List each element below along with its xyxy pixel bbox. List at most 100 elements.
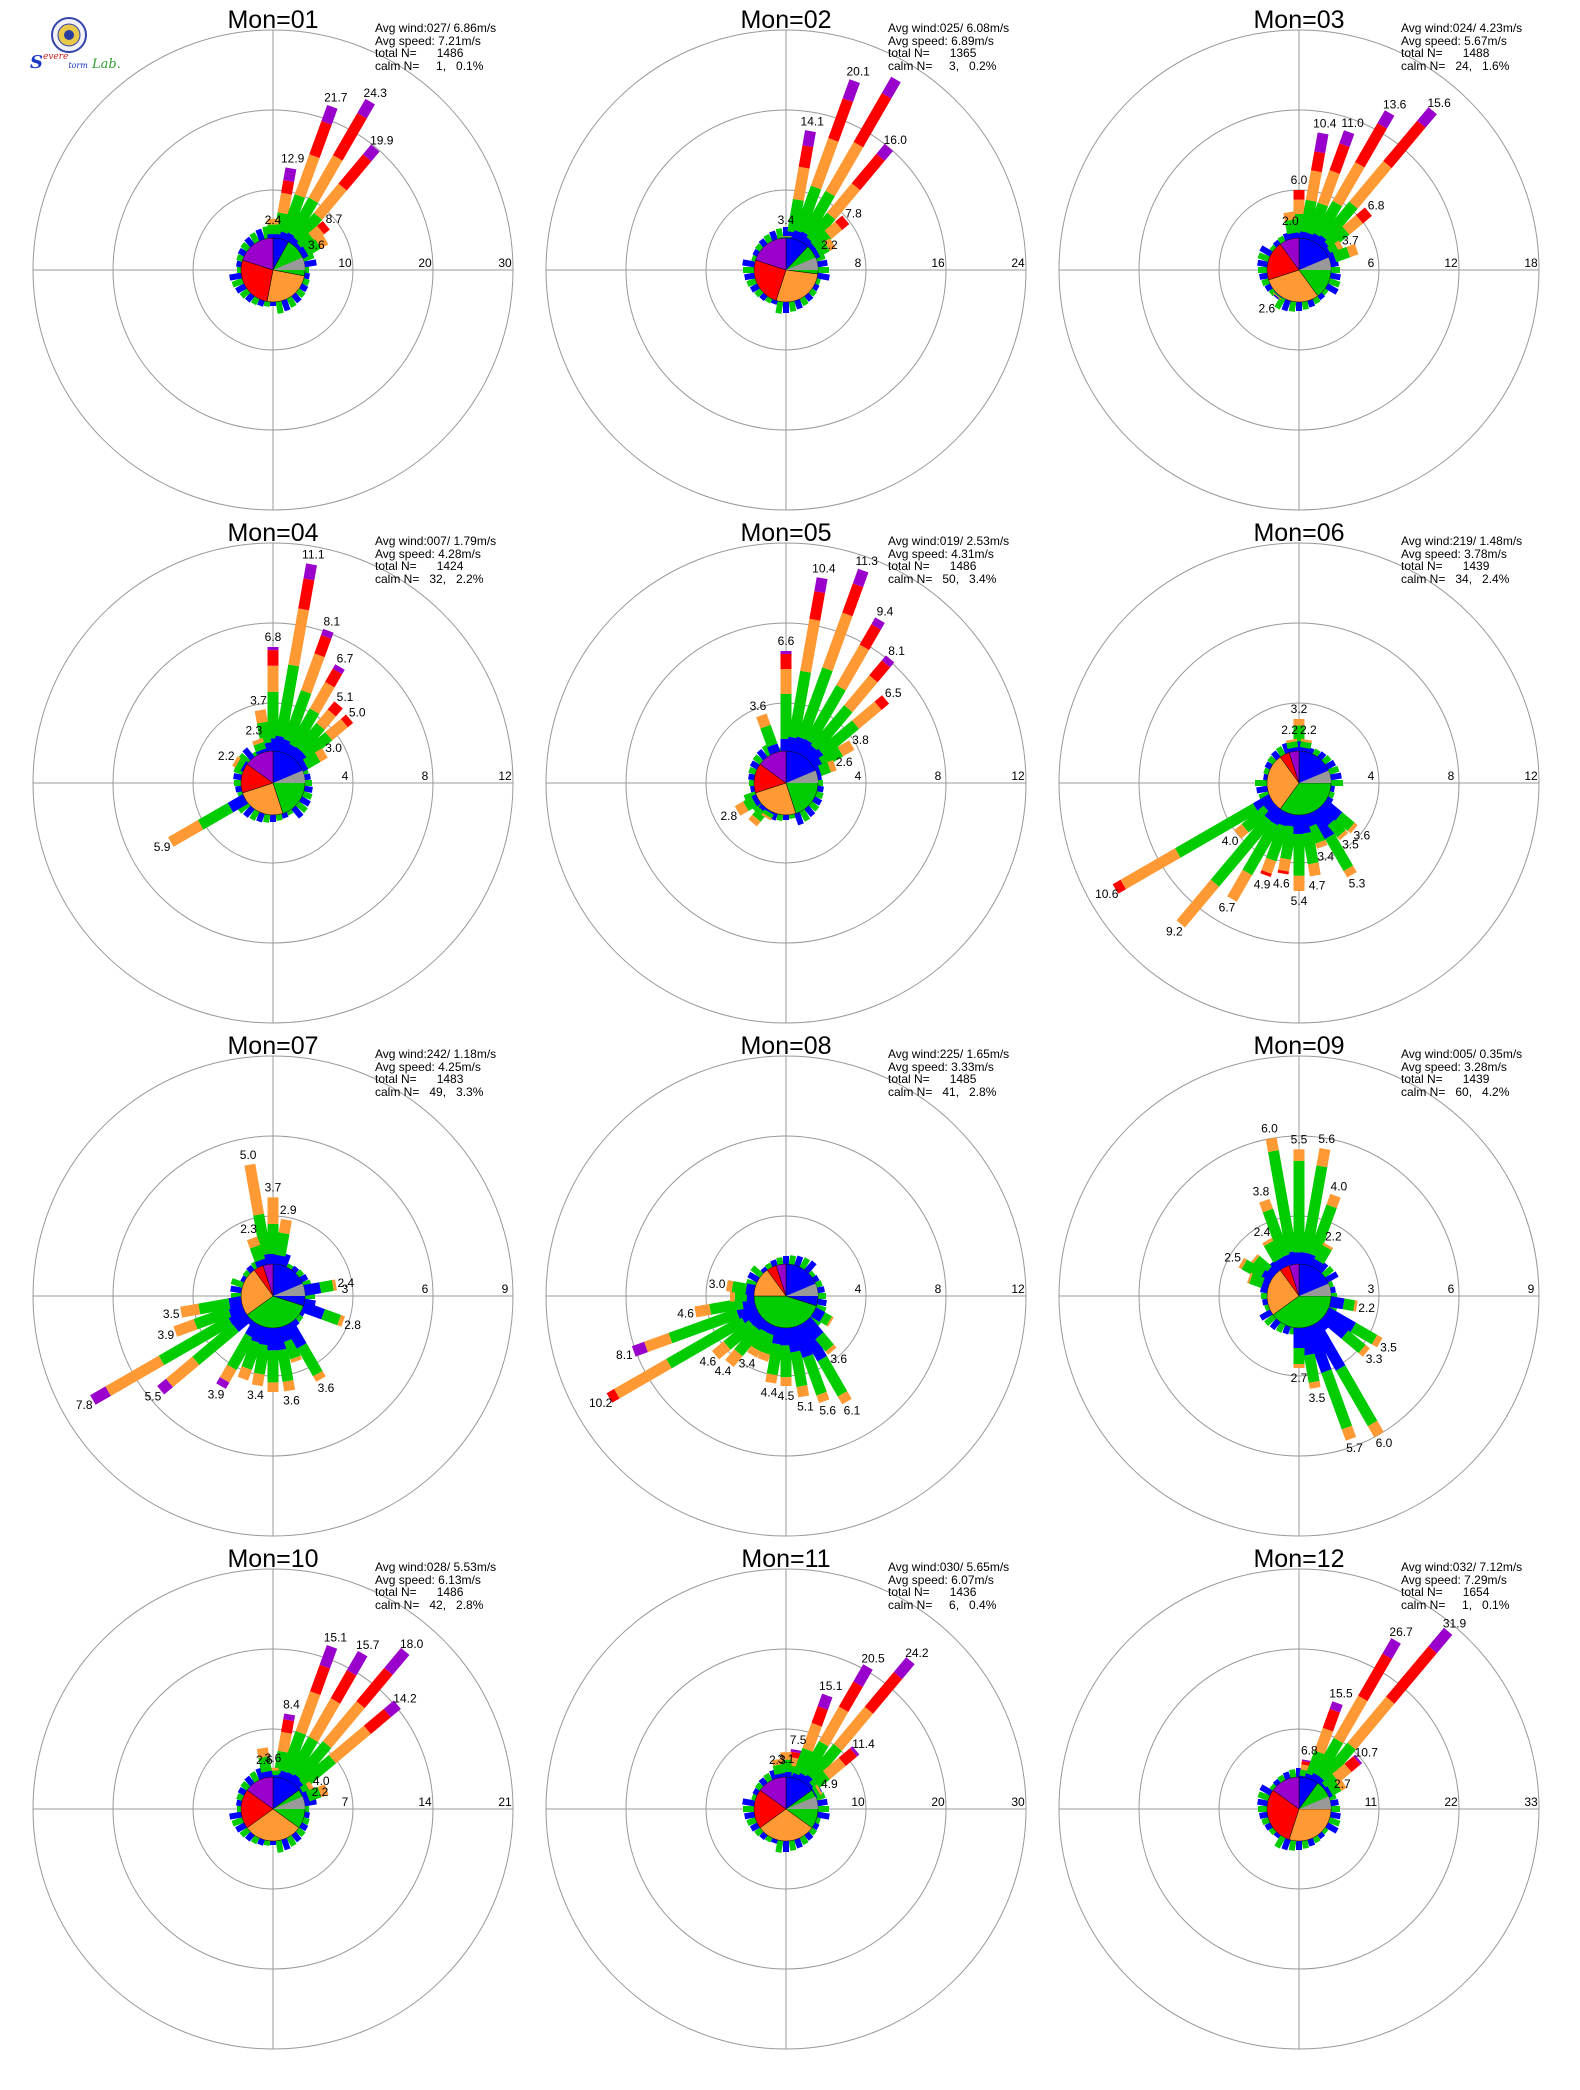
bar-value-label: 3.4: [739, 1357, 756, 1371]
direction-bar-segment: [1428, 1627, 1453, 1654]
minor-direction-bar: [286, 809, 294, 816]
direction-bar-segment: [802, 237, 815, 250]
direction-bar-segment: [1327, 251, 1337, 265]
pie-slice: [1288, 1263, 1300, 1297]
bar-value-label: 3.6: [750, 699, 767, 713]
wind-rose-panel: 10.2 8.1 4.6 3.0 4.6 4.4 3.4 4.4 4.5 5.1 5.6 6.1 3.6…: [526, 1032, 1046, 1554]
minor-direction-bar: [770, 1259, 778, 1267]
wind-rose-panel: 6.0 5.5 5.6 4.0 2.2 3.8 2.4 2.5 6.0 5.7 3.5 3.5 3.3 2…: [1039, 1032, 1559, 1554]
direction-bar-segment: [876, 143, 894, 161]
direction-bar-segment: [806, 1782, 817, 1793]
minor-direction-bar: [1272, 1778, 1281, 1787]
minor-direction-bar: [1269, 1318, 1281, 1331]
direction-bar-segment: [788, 670, 812, 739]
minor-direction-bar: [748, 773, 756, 781]
stat-avg-speed: Avg speed: 6.13m/s: [375, 1572, 481, 1587]
minor-direction-bar: [748, 766, 757, 775]
direction-bar-segment: [1337, 830, 1349, 841]
minor-direction-bar: [743, 791, 757, 801]
direction-bar-segment: [791, 230, 806, 242]
bar-value-label: 10.4: [1313, 117, 1337, 131]
direction-bar-segment: [794, 185, 822, 234]
minor-direction-bar: [776, 747, 784, 753]
direction-bar-segment: [1303, 1353, 1320, 1383]
minor-direction-bar: [750, 1265, 764, 1278]
ring-label: 20: [931, 1795, 945, 1809]
direction-bar-segment: [814, 765, 822, 778]
direction-bar-segment: [764, 807, 775, 815]
direction-bar-segment: [1265, 823, 1289, 862]
minor-direction-bar: [1257, 259, 1269, 268]
minor-direction-bar: [1288, 1839, 1297, 1851]
minor-direction-bar: [788, 813, 796, 819]
direction-bar-segment: [817, 762, 832, 776]
minor-direction-bar: [291, 1831, 302, 1843]
minor-direction-bar: [1259, 245, 1273, 257]
panel-title: Mon=04: [227, 519, 319, 547]
bar-value-label: 2.0: [1282, 214, 1299, 228]
direction-bar-segment: [256, 721, 272, 745]
direction-bar-segment: [317, 221, 330, 235]
direction-bar-segment: [1315, 235, 1330, 250]
direction-bar-segment: [711, 1341, 731, 1360]
direction-bar-segment: [165, 1356, 200, 1388]
ring-label: 4: [342, 769, 349, 783]
direction-bar-segment: [1343, 865, 1357, 878]
direction-bar-segment: [289, 1774, 304, 1789]
direction-bar-segment: [301, 653, 325, 694]
direction-bar-segment: [1310, 233, 1324, 246]
stat-avg-speed: Avg speed: 7.29m/s: [1401, 1572, 1507, 1587]
direction-bar-segment: [1310, 1772, 1324, 1785]
direction-bar-segment: [791, 1324, 814, 1359]
direction-bar-segment: [1322, 1242, 1334, 1251]
minor-direction-bar: [235, 1822, 247, 1833]
direction-bar-segment: [198, 1298, 231, 1315]
bar-value-label: 2.9: [280, 1203, 297, 1217]
direction-bar-segment: [277, 1731, 292, 1753]
logo-word-torm: torm: [68, 61, 88, 70]
direction-bar-segment: [1383, 120, 1426, 169]
minor-direction-bar: [263, 300, 271, 307]
direction-bar-segment: [751, 794, 762, 807]
ring-label: 8: [935, 769, 942, 783]
bar-value-label: 10.2: [589, 1396, 613, 1410]
bar-value-label: 9.2: [1166, 925, 1183, 939]
bar-value-label: 4.5: [778, 1389, 795, 1403]
bar-value-label: 6.0: [1261, 1122, 1278, 1136]
minor-direction-bar: [816, 1811, 830, 1820]
minor-direction-bar: [1328, 1792, 1337, 1801]
direction-bar-segment: [748, 1312, 766, 1329]
calm-slice: [1299, 1283, 1331, 1296]
bar-value-label: 10.7: [1355, 1746, 1379, 1760]
direction-bar-segment: [283, 1338, 301, 1360]
minor-direction-bar: [1267, 755, 1277, 765]
minor-direction-bar: [1329, 1799, 1339, 1807]
direction-bar-segment: [797, 667, 833, 741]
direction-bar-segment: [810, 757, 825, 772]
bar-value-label: 4.9: [821, 1777, 838, 1791]
direction-bar-segment: [298, 578, 315, 611]
direction-bar-segment: [761, 812, 772, 821]
minor-direction-bar: [1263, 773, 1269, 781]
direction-bar-segment: [216, 1377, 230, 1389]
minor-direction-bar: [754, 288, 764, 298]
direction-bar-segment: [173, 1319, 198, 1337]
minor-direction-bar: [769, 812, 778, 821]
direction-bar-segment: [235, 758, 246, 771]
pie-slice: [246, 1776, 274, 1810]
minor-direction-bar: [249, 809, 260, 821]
stat-avg-wind: Avg wind:028/ 5.53m/s: [375, 1560, 497, 1574]
calm-slice: [273, 257, 305, 270]
calm-slice: [786, 1283, 818, 1296]
minor-direction-bar: [281, 299, 291, 312]
direction-bar-segment: [1323, 1307, 1357, 1333]
direction-bar-segment: [299, 1783, 312, 1797]
direction-bar-segment: [800, 618, 821, 673]
minor-direction-bar: [760, 1266, 768, 1274]
direction-bar-segment: [1382, 1638, 1401, 1660]
direction-bar-segment: [258, 1326, 273, 1346]
pie-slice: [1272, 1295, 1332, 1329]
minor-direction-bar: [299, 1309, 306, 1317]
direction-bar-segment: [314, 748, 328, 762]
wind-rose-plot: 6.05.5 5.64.02.23.82.42.56.05.73.53.53.32…: [1058, 1055, 1540, 1537]
